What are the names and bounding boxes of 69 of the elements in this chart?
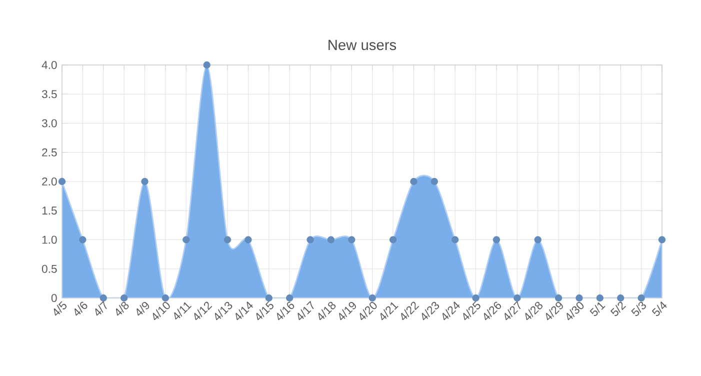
x-tick-label: 4/26 (484, 302, 502, 320)
point (58, 178, 66, 186)
y-tick-label: 1.0 (42, 236, 57, 244)
point (244, 236, 252, 244)
x-tick-label: 5/2 (610, 302, 626, 316)
point (141, 178, 148, 186)
point (430, 178, 438, 186)
point (100, 294, 107, 302)
x-tick-label: 4/30 (566, 302, 584, 320)
point (452, 236, 459, 244)
x-tick-label: 5/4 (652, 302, 667, 316)
point (638, 294, 645, 302)
point (348, 236, 356, 244)
point (120, 294, 128, 302)
x-tick-label: 4/24 (442, 302, 460, 320)
y-tick-label: 0.5 (42, 264, 57, 273)
point (327, 236, 335, 244)
y-tick-label: 3.5 (42, 90, 57, 98)
y-tick-label: 2.0 (42, 178, 57, 186)
y-tick-label: 2.5 (42, 148, 57, 156)
x-tick-label: 5/3 (631, 302, 646, 316)
x-tick-label: 4/14 (236, 302, 254, 320)
x-tick-label: 4/16 (276, 302, 294, 320)
x-tick-label: 4/6 (74, 302, 88, 316)
x-tick-label: 4/20 (360, 302, 377, 320)
point (514, 294, 521, 302)
x-tick-label: 4/19 (339, 302, 356, 320)
x-tick-label: 5/1 (590, 302, 606, 316)
point (576, 294, 583, 302)
x-tick-label: 4/5 (54, 301, 67, 316)
point (410, 178, 418, 186)
y-tick-label: 4.0 (42, 60, 57, 70)
x-tick-label: 4/15 (256, 301, 274, 320)
point (617, 294, 624, 302)
x-tick-label: 4/13 (214, 302, 232, 320)
point (554, 294, 562, 302)
point (162, 294, 170, 302)
chart-title: New users (328, 40, 396, 50)
y-tick-label: 0 (51, 294, 57, 302)
x-tick-label: 4/8 (116, 302, 129, 316)
point (472, 294, 480, 302)
point (182, 236, 190, 244)
x-tick-label: 4/23 (422, 302, 440, 320)
x-tick-label: 4/28 (525, 302, 542, 320)
y-tick-label: 1.5 (42, 206, 57, 215)
point (79, 236, 86, 244)
y-tick-label: 3.0 (42, 119, 57, 128)
point (203, 61, 210, 69)
point (658, 236, 666, 244)
point (534, 236, 542, 244)
x-tick-label: 4/29 (546, 302, 563, 320)
point (224, 236, 232, 244)
point (368, 294, 376, 302)
point (265, 294, 272, 302)
x-tick-label: 4/25 (463, 301, 480, 320)
x-tick-label: 4/27 (504, 300, 521, 320)
x-tick-label: 4/21 (380, 302, 398, 320)
point (306, 236, 314, 244)
x-tick-label: 4/7 (95, 300, 107, 316)
x-tick-label: 4/11 (174, 302, 192, 320)
point (596, 294, 604, 302)
point (389, 236, 397, 244)
x-tick-label: 4/12 (194, 302, 212, 320)
point (286, 294, 294, 302)
x-tick-label: 4/10 (152, 302, 170, 320)
x-tick-label: 4/9 (136, 302, 150, 316)
x-tick-label: 4/22 (401, 302, 420, 320)
x-tick-label: 4/18 (318, 302, 336, 320)
point (492, 236, 500, 244)
